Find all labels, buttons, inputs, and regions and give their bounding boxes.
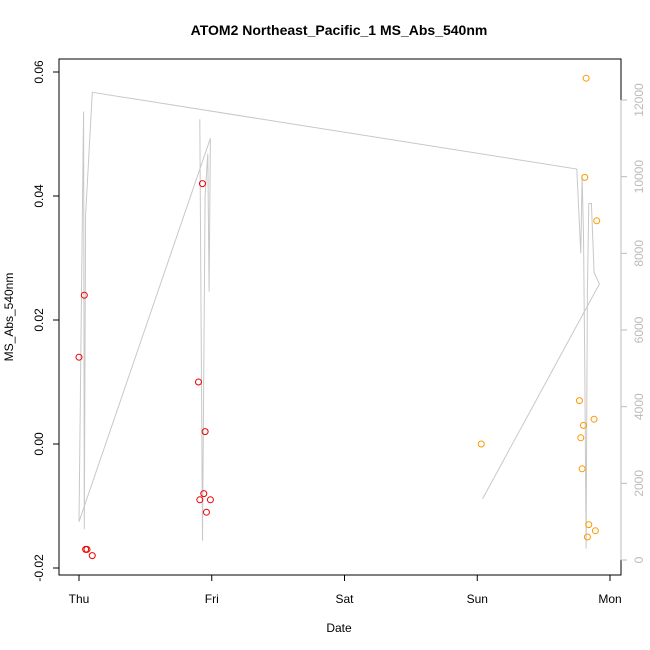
data-point <box>83 545 91 553</box>
y2-tick-label: 4000 <box>632 393 646 420</box>
y-axis: -0.02 0.00 0.02 0.04 0.06 <box>32 60 60 582</box>
data-point <box>201 428 209 436</box>
y-tick-label: 0.04 <box>32 184 46 208</box>
y2-tick-label: 6000 <box>632 316 646 343</box>
x-axis: Thu Fri Sat Sun Mon <box>69 574 622 606</box>
data-point <box>582 74 590 82</box>
series-layer <box>75 74 601 560</box>
data-point <box>590 415 598 423</box>
y-tick-label: 0.00 <box>32 432 46 456</box>
data-point <box>206 496 214 504</box>
y2-tick-label: 2000 <box>632 470 646 497</box>
data-point <box>196 496 204 504</box>
x-tick-label: Sat <box>335 592 354 606</box>
series-line-3 <box>78 119 211 541</box>
data-point <box>202 508 210 516</box>
y-tick-label: 0.06 <box>32 60 46 84</box>
y-axis-right: 0 2000 4000 6000 8000 10000 12000 <box>620 83 646 563</box>
data-point <box>88 552 96 560</box>
data-point <box>579 421 587 429</box>
y2-tick-label: 8000 <box>632 240 646 267</box>
x-tick-label: Thu <box>69 592 90 606</box>
data-point <box>578 465 586 473</box>
data-point <box>591 527 599 535</box>
data-point <box>194 378 202 386</box>
data-point <box>575 397 583 405</box>
y2-tick-label: 12000 <box>632 83 646 117</box>
x-tick-label: Mon <box>598 592 621 606</box>
data-point <box>583 533 591 541</box>
x-tick-label: Fri <box>205 592 219 606</box>
y2-tick-label: 10000 <box>632 160 646 194</box>
data-point <box>75 353 83 361</box>
data-point <box>80 291 88 299</box>
data-point <box>593 217 601 225</box>
data-point <box>477 440 485 448</box>
data-point <box>577 434 585 442</box>
x-tick-label: Sun <box>467 592 488 606</box>
y-tick-label: 0.02 <box>32 308 46 332</box>
x-axis-label: Date <box>326 621 352 635</box>
data-point <box>581 173 589 181</box>
y2-tick-label: 0 <box>632 556 646 563</box>
data-point <box>198 180 206 188</box>
chart-title: ATOM2 Northeast_Pacific_1 MS_Abs_540nm <box>191 22 488 38</box>
y-tick-label: -0.02 <box>32 554 46 582</box>
data-point <box>585 521 593 529</box>
y-axis-label: MS_Abs_540nm <box>2 273 16 362</box>
data-point <box>200 490 208 498</box>
plot-frame <box>58 58 622 576</box>
series-line-2 <box>78 91 600 549</box>
